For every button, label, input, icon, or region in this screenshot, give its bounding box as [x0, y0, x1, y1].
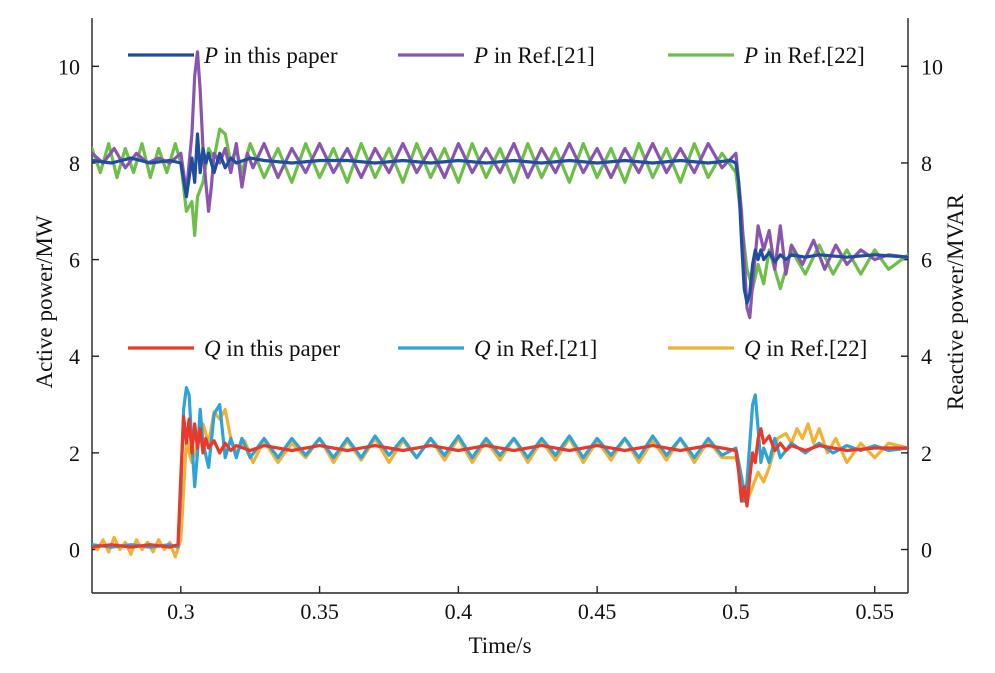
left-y-tick-label: 8	[69, 151, 80, 176]
left-y-tick-label: 6	[69, 248, 80, 273]
legend-label: Q in Ref.[21]	[474, 336, 597, 361]
series-line-q-in-ref-22	[92, 407, 908, 559]
left-y-tick-label: 4	[69, 344, 80, 369]
right-y-tick-label: 0	[921, 538, 932, 563]
left-y-tick-label: 0	[69, 538, 80, 563]
right-y-axis-title: Reactive power/MVAR	[943, 193, 968, 410]
legend-item: Q in this paper	[128, 336, 340, 361]
legend-item: Q in Ref.[22]	[668, 336, 867, 361]
legend-label: Q in Ref.[22]	[744, 336, 867, 361]
left-y-tick-label: 10	[58, 54, 80, 79]
x-axis-title: Time/s	[468, 633, 531, 658]
legend-item: P in this paper	[128, 43, 338, 68]
right-y-tick-label: 6	[921, 248, 932, 273]
legend: P in this paper P in Ref.[21] P in Ref.[22…	[128, 43, 867, 361]
right-y-tick-label: 2	[921, 441, 932, 466]
series-line-q-in-ref-21	[92, 386, 908, 549]
axes	[91, 18, 909, 594]
plot-area	[92, 50, 908, 559]
left-y-axis-ticks: 0 2 4 6 8 10	[58, 54, 99, 563]
right-y-tick-label: 8	[921, 151, 932, 176]
right-y-tick-label: 10	[921, 54, 943, 79]
right-y-tick-label: 4	[921, 344, 932, 369]
x-axis-ticks: 0.3 0.35 0.4 0.45 0.5 0.55	[167, 586, 894, 624]
series-line-q-in-this-paper	[92, 415, 908, 549]
legend-label: P in Ref.[22]	[743, 43, 865, 68]
series-line-p-in-ref-21	[92, 50, 908, 320]
legend-label: Q in this paper	[204, 336, 340, 361]
legend-item: P in Ref.[21]	[398, 43, 595, 68]
x-tick-label: 0.5	[722, 599, 750, 624]
x-tick-label: 0.55	[855, 599, 894, 624]
left-y-axis-title: Active power/MW	[32, 215, 57, 388]
legend-label: P in this paper	[203, 43, 338, 68]
x-tick-label: 0.4	[445, 599, 473, 624]
series-line-p-in-this-paper	[92, 132, 908, 305]
legend-item: P in Ref.[22]	[668, 43, 865, 68]
series-line-p-in-ref-22	[92, 127, 908, 291]
legend-label: P in Ref.[21]	[473, 43, 595, 68]
legend-item: Q in Ref.[21]	[398, 336, 597, 361]
left-y-tick-label: 2	[69, 441, 80, 466]
x-tick-label: 0.35	[300, 599, 339, 624]
x-tick-label: 0.3	[167, 599, 195, 624]
right-y-axis-ticks: 0 2 4 6 8 10	[901, 54, 943, 563]
x-tick-label: 0.45	[578, 599, 617, 624]
